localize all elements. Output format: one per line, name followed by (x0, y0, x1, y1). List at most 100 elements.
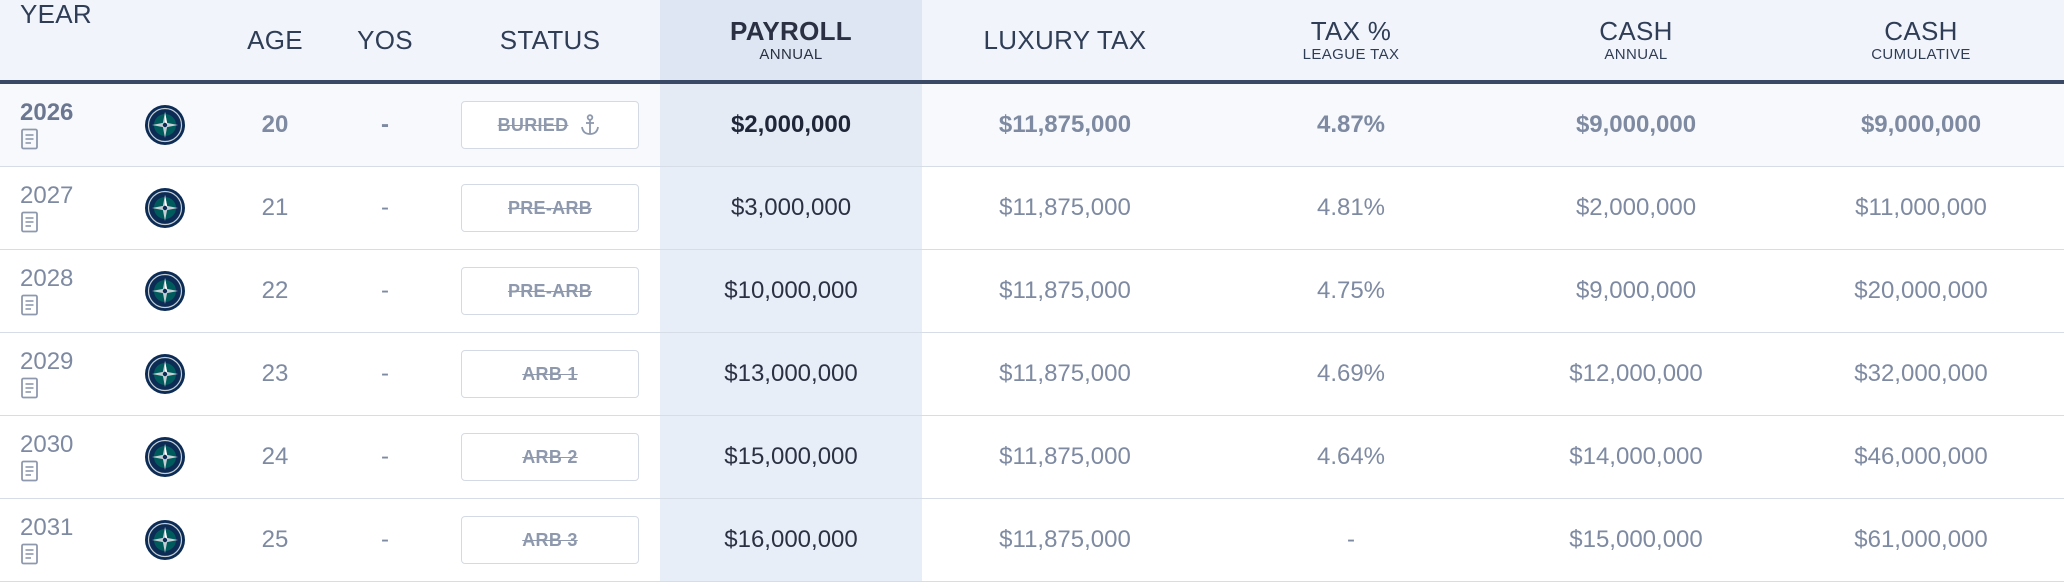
payroll-column-highlight (660, 416, 922, 498)
mariners-compass-logo-icon (145, 188, 185, 228)
status-cell: ARB 1 (455, 333, 645, 415)
age-cell: 20 (261, 111, 289, 138)
cash-cumulative-cell: $11,000,000 (1855, 194, 1987, 221)
year-cell: 2027 (20, 167, 140, 249)
team-logo-cell (140, 416, 190, 498)
status-cell: BURIED (455, 84, 645, 166)
header-tax-pct-sub: LEAGUE TAX (1302, 45, 1400, 63)
header-yos[interactable]: YOS (357, 25, 413, 55)
cash-cell: $12,000,000 (1569, 360, 1703, 387)
cash-cumulative-cell: $61,000,000 (1854, 526, 1988, 553)
document-icon[interactable] (20, 460, 40, 482)
header-cash-sub: ANNUAL (1604, 45, 1668, 63)
status-label: ARB 1 (522, 363, 578, 384)
table-header: YEAR AGE YOS STATUS PAYROLL ANNUAL LUXUR… (0, 0, 2064, 84)
yos-cell: - (381, 360, 389, 387)
luxury-tax-cell: $11,875,000 (998, 111, 1132, 138)
table-row: 2026 20 - B (0, 84, 2064, 167)
tax-pct-cell: 4.69% (1316, 360, 1386, 387)
status-label: PRE-ARB (507, 197, 593, 218)
cash-cell: $15,000,000 (1569, 526, 1703, 553)
header-status[interactable]: STATUS (499, 25, 601, 55)
anchor-icon (581, 114, 600, 135)
year-value: 2030 (20, 431, 74, 458)
payroll-column-highlight (660, 499, 922, 581)
payroll-cell: $13,000,000 (724, 360, 858, 387)
mariners-compass-logo-icon (145, 271, 185, 311)
team-logo-cell (140, 250, 190, 332)
yos-cell: - (381, 277, 389, 304)
status-cell: ARB 3 (455, 499, 645, 581)
document-icon[interactable] (20, 543, 40, 565)
age-cell: 25 (261, 526, 289, 553)
header-cash-cumulative[interactable]: CASH CUMULATIVE (1871, 15, 1971, 63)
status-label: ARB 3 (522, 529, 578, 550)
document-icon[interactable] (20, 211, 40, 233)
status-badge[interactable]: PRE-ARB (461, 267, 639, 315)
mariners-compass-logo-icon (145, 520, 185, 560)
tax-pct-cell: 4.87% (1316, 111, 1386, 138)
year-value: 2027 (20, 182, 74, 209)
status-badge[interactable]: PRE-ARB (461, 184, 639, 232)
status-label: PRE-ARB (507, 280, 593, 301)
luxury-tax-cell: $11,875,000 (999, 194, 1131, 221)
age-cell: 24 (261, 443, 289, 470)
tax-pct-cell: 4.75% (1316, 277, 1386, 304)
payroll-cell: $15,000,000 (724, 443, 858, 470)
age-cell: 23 (261, 360, 289, 387)
yos-cell: - (381, 526, 389, 553)
document-icon[interactable] (20, 128, 40, 150)
cash-cumulative-cell: $32,000,000 (1854, 360, 1988, 387)
payroll-cell: $2,000,000 (730, 111, 852, 138)
document-icon[interactable] (20, 294, 40, 316)
status-badge[interactable]: ARB 1 (461, 350, 639, 398)
header-cash[interactable]: CASH ANNUAL (1599, 15, 1673, 63)
year-cell: 2030 (20, 416, 140, 498)
status-cell: ARB 2 (455, 416, 645, 498)
header-cash-cumulative-sub: CUMULATIVE (1871, 45, 1971, 63)
year-value: 2028 (20, 265, 74, 292)
cash-cell: $9,000,000 (1575, 277, 1697, 304)
mariners-compass-logo-icon (145, 354, 185, 394)
mariners-compass-logo-icon (145, 437, 185, 477)
cash-cumulative-cell: $9,000,000 (1860, 111, 1982, 138)
payroll-column-highlight (660, 0, 922, 80)
payroll-column-highlight (660, 250, 922, 332)
mariners-compass-logo-icon (145, 105, 185, 145)
payroll-cell: $16,000,000 (724, 526, 858, 553)
year-cell: 2031 (20, 499, 140, 581)
status-label: ARB 2 (522, 446, 578, 467)
year-cell: 2029 (20, 333, 140, 415)
luxury-tax-cell: $11,875,000 (999, 443, 1131, 470)
header-year[interactable]: YEAR (20, 0, 93, 29)
table-row: 2029 23 - A (0, 333, 2064, 416)
table-row: 2031 25 - A (0, 499, 2064, 582)
table-row: 2030 24 - A (0, 416, 2064, 499)
table-row: 2028 22 - P (0, 250, 2064, 333)
team-logo-cell (140, 167, 190, 249)
status-badge[interactable]: ARB 2 (461, 433, 639, 481)
year-value: 2026 (20, 99, 74, 126)
status-badge[interactable]: ARB 3 (461, 516, 639, 564)
year-value: 2029 (20, 348, 74, 375)
tax-pct-cell: 4.81% (1316, 194, 1386, 221)
yos-cell: - (381, 111, 389, 138)
cash-cumulative-cell: $20,000,000 (1854, 277, 1988, 304)
header-payroll[interactable]: PAYROLL ANNUAL (729, 15, 852, 63)
document-icon[interactable] (20, 377, 40, 399)
header-luxury-tax[interactable]: LUXURY TAX (983, 25, 1147, 55)
luxury-tax-cell: $11,875,000 (999, 360, 1131, 387)
table-body: 2026 20 - B (0, 84, 2064, 582)
status-badge[interactable]: BURIED (461, 101, 639, 149)
cash-cell: $2,000,000 (1575, 194, 1697, 221)
yos-cell: - (381, 194, 389, 221)
tax-pct-cell: 4.64% (1316, 443, 1386, 470)
header-tax-pct[interactable]: TAX % LEAGUE TAX (1302, 15, 1400, 63)
yos-cell: - (381, 443, 389, 470)
tax-pct-cell: - (1347, 526, 1355, 553)
team-logo-cell (140, 84, 190, 166)
header-age[interactable]: AGE (247, 25, 303, 55)
table-row: 2027 21 - P (0, 167, 2064, 250)
status-label: BURIED (497, 114, 569, 135)
